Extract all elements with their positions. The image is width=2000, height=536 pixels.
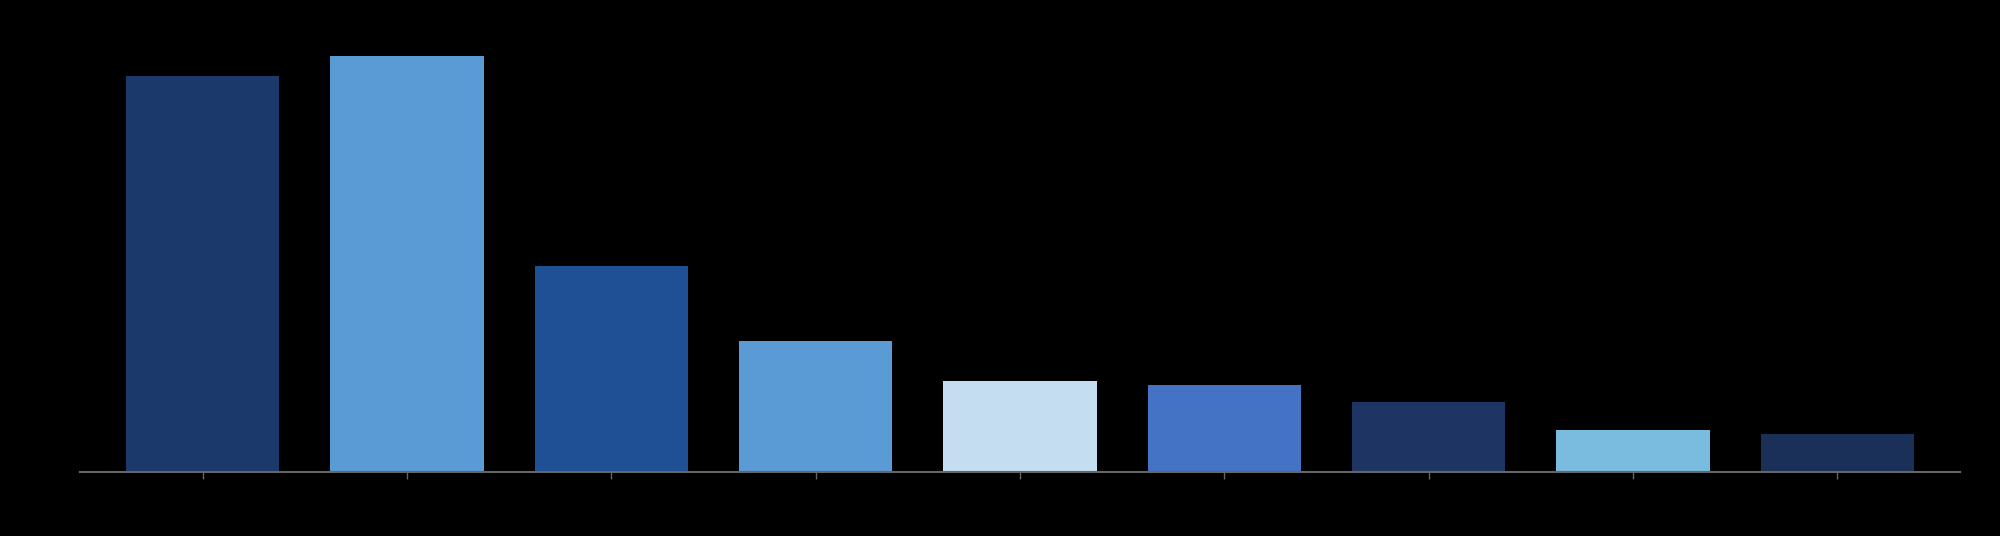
Bar: [330, 56, 484, 472]
Bar: [1352, 403, 1506, 472]
Bar: [1760, 434, 1914, 472]
Bar: [944, 381, 1096, 472]
Bar: [126, 76, 280, 472]
Bar: [1556, 430, 1710, 472]
Bar: [740, 341, 892, 472]
Bar: [1148, 384, 1300, 472]
Bar: [534, 266, 688, 472]
